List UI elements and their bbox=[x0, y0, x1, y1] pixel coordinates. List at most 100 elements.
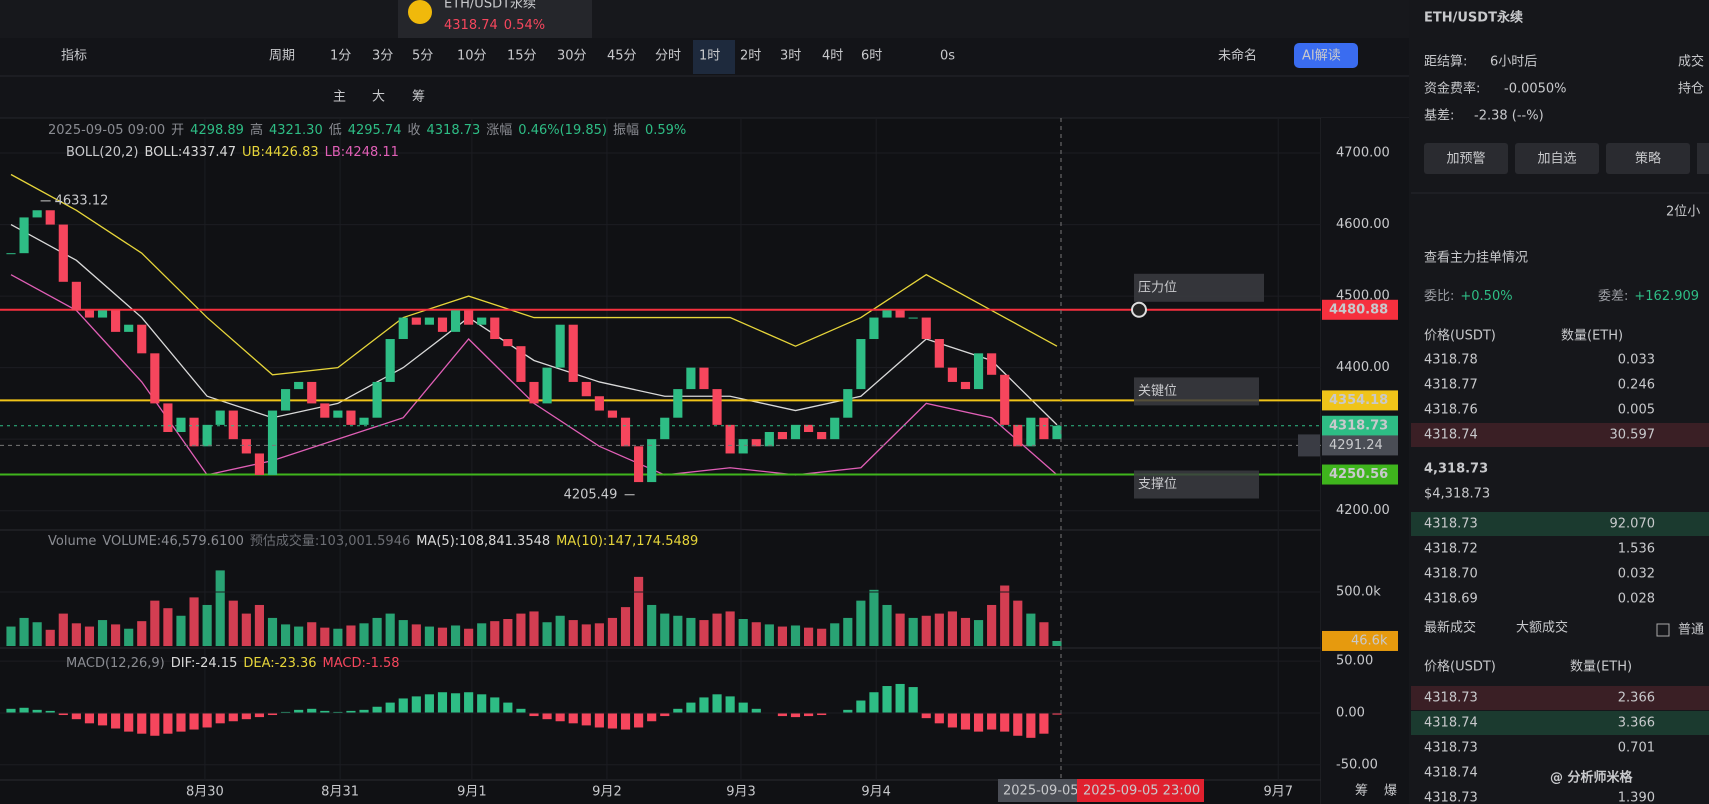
macd-bar bbox=[660, 712, 670, 717]
depth-link[interactable]: 查看主力挂单情况 bbox=[1424, 250, 1528, 266]
draw-tool[interactable]: 主 bbox=[333, 90, 346, 105]
candle bbox=[594, 396, 604, 411]
volume-bar bbox=[6, 626, 16, 646]
candle bbox=[516, 346, 526, 382]
macd-bar bbox=[634, 712, 644, 728]
macd-bar bbox=[568, 712, 578, 724]
ai-button bbox=[1294, 43, 1358, 68]
toolbar-item[interactable]: 指标 bbox=[61, 49, 87, 64]
macd-bar bbox=[359, 709, 369, 713]
panel-button[interactable] bbox=[1697, 143, 1709, 174]
volume-bar bbox=[934, 613, 944, 646]
book-qty: 92.070 bbox=[1610, 517, 1656, 532]
info-value: 6小时后 bbox=[1490, 55, 1537, 70]
macd-bar bbox=[228, 712, 238, 722]
draw-tool[interactable]: 筹 bbox=[412, 89, 425, 105]
candle bbox=[32, 210, 42, 218]
toolbar-item[interactable]: 15分 bbox=[507, 49, 537, 64]
y-tick-label: 50.00 bbox=[1336, 654, 1373, 669]
volume-tag-label: 46.6k bbox=[1351, 633, 1388, 648]
toolbar-item[interactable]: 1时 bbox=[699, 49, 720, 64]
volume-bar bbox=[71, 623, 81, 646]
trade-tab[interactable]: 大额成交 bbox=[1516, 620, 1568, 636]
ohlc-line: 2025-09-05 09:00 开 4298.89 高 4321.30 低 4295.74… bbox=[48, 122, 686, 138]
toolbar-item[interactable]: 1分 bbox=[330, 49, 351, 64]
level-name: 支撑位 bbox=[1138, 477, 1177, 492]
panel-button[interactable] bbox=[1424, 143, 1508, 174]
candle bbox=[19, 217, 29, 254]
trade-price: 4318.74 bbox=[1424, 766, 1478, 781]
volume-bar bbox=[607, 617, 618, 646]
volume-bar bbox=[660, 613, 670, 646]
macd-bar bbox=[620, 712, 631, 730]
macd-bar bbox=[450, 693, 461, 713]
macd-bar bbox=[725, 696, 735, 713]
macd-bar bbox=[241, 712, 251, 720]
ai-label[interactable]: AI解读 bbox=[1302, 49, 1341, 64]
volume-bar bbox=[843, 617, 853, 646]
macd-bar bbox=[137, 712, 147, 734]
candle bbox=[620, 417, 631, 447]
toolbar-item[interactable]: 3分 bbox=[372, 49, 393, 64]
book-qty: 0.005 bbox=[1618, 403, 1655, 418]
checkbox[interactable] bbox=[1656, 623, 1670, 637]
ohlc-line-part: 0.46%(19.85) bbox=[518, 123, 607, 138]
candle bbox=[333, 410, 343, 418]
level-handle[interactable] bbox=[1131, 301, 1147, 318]
volume-bar bbox=[1026, 613, 1036, 646]
ohlc-line-part: 振幅 bbox=[613, 123, 639, 138]
toolbar-item[interactable]: 3时 bbox=[780, 49, 801, 64]
level-name: 关键位 bbox=[1138, 384, 1177, 399]
candle bbox=[411, 317, 421, 325]
col-head: 数量(ETH) bbox=[1561, 329, 1623, 344]
candle bbox=[294, 381, 304, 390]
trade-price: 4318.73 bbox=[1424, 741, 1478, 756]
crosshair-add[interactable] bbox=[1298, 434, 1320, 457]
volume-bar bbox=[58, 613, 68, 646]
panel-button[interactable] bbox=[1515, 143, 1599, 174]
volume-bar bbox=[450, 625, 461, 646]
book-price: 4318.76 bbox=[1424, 403, 1478, 418]
toolbar-item[interactable]: 分时 bbox=[655, 49, 681, 64]
panel-button[interactable] bbox=[1606, 143, 1690, 174]
crosshair-label: 4291.24 bbox=[1329, 438, 1383, 453]
toolbar-item[interactable]: 周期 bbox=[269, 49, 295, 64]
macd-bar bbox=[150, 712, 160, 736]
toolbar-item[interactable]: 6时 bbox=[861, 49, 882, 64]
macd-bar bbox=[176, 712, 186, 732]
macd-bar bbox=[45, 710, 55, 713]
toolbar-item[interactable]: 30分 bbox=[557, 49, 587, 64]
macd-bar bbox=[333, 711, 343, 713]
last-price-tag bbox=[1322, 415, 1398, 436]
trade-tab: 普通 bbox=[1678, 623, 1704, 638]
toolbar-item[interactable]: 45分 bbox=[607, 49, 637, 64]
volume-bar bbox=[280, 624, 291, 646]
ratio-right: 委差: +162.909 bbox=[1598, 289, 1699, 304]
volume-bar bbox=[921, 615, 931, 646]
toolbar-item[interactable]: 2时 bbox=[740, 49, 761, 64]
volume-bar bbox=[398, 620, 408, 646]
volume-bar bbox=[1000, 585, 1010, 646]
candle bbox=[790, 424, 801, 440]
tab-title: ETH/USDT永续 bbox=[444, 0, 536, 12]
toolbar-item[interactable]: 5分 bbox=[412, 49, 433, 64]
macd-bar bbox=[686, 702, 696, 713]
boll-middle bbox=[10, 224, 1058, 426]
level-box bbox=[1134, 377, 1259, 406]
candle bbox=[751, 439, 761, 447]
volume-bar bbox=[111, 624, 121, 646]
macd-bar bbox=[869, 692, 879, 713]
draw-tool[interactable]: 大 bbox=[372, 90, 385, 105]
volume-bar bbox=[555, 615, 565, 646]
candle bbox=[856, 339, 866, 390]
macd-bar bbox=[477, 694, 487, 713]
ohlc-line-part: 开 bbox=[171, 123, 184, 138]
toolbar-right[interactable]: 未命名 bbox=[1218, 48, 1257, 64]
trade-qty: 0.701 bbox=[1618, 741, 1655, 756]
trade-tab[interactable]: 最新成交 bbox=[1424, 620, 1476, 636]
toolbar-item[interactable]: 4时 bbox=[822, 49, 843, 64]
volume-bar bbox=[647, 604, 657, 646]
toolbar-item[interactable]: 10分 bbox=[457, 49, 487, 64]
volume-bar bbox=[464, 628, 474, 646]
macd-bar bbox=[790, 712, 801, 718]
